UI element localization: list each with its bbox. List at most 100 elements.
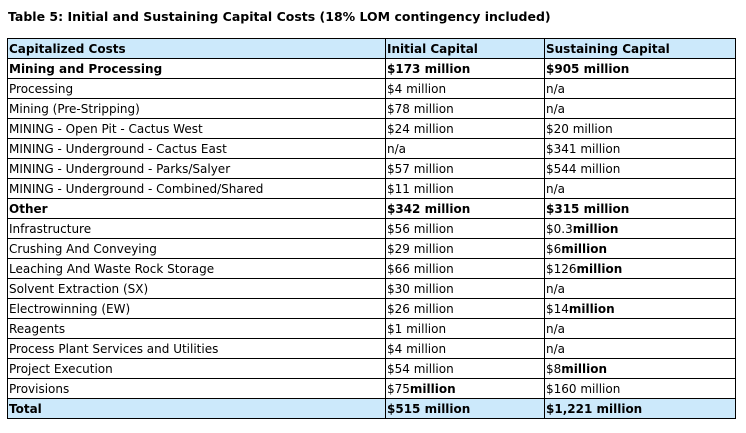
sustaining-capital-cell: n/a: [544, 178, 736, 199]
initial-value: $342 million: [387, 201, 471, 216]
initial-capital-cell: $57 million: [385, 158, 545, 179]
initial-capital-cell: $342 million: [385, 198, 545, 219]
sustaining-capital-cell: n/a: [544, 78, 736, 99]
table-row: MINING - Open Pit - Cactus West $24 milli…: [7, 118, 736, 139]
sustaining-value: $6: [546, 241, 562, 256]
initial-capital-cell: $78 million: [385, 98, 545, 119]
initial-value: $78 million: [387, 101, 454, 116]
cost-label: MINING - Underground - Parks/Salyer: [7, 158, 386, 179]
capital-costs-table: Capitalized Costs Initial Capital Sustai…: [7, 38, 736, 419]
cost-label: Solvent Extraction (SX): [7, 278, 386, 299]
table-row: Mining (Pre-Stripping) $78 million n/a: [7, 98, 736, 119]
sustaining-value: n/a: [546, 101, 566, 116]
table-row: Reagents $1 million n/a: [7, 318, 736, 339]
cost-label: Leaching And Waste Rock Storage: [7, 258, 386, 279]
category-row: Mining and Processing $173 million $905 mi…: [7, 58, 736, 79]
initial-capital-cell: $26 million: [385, 298, 545, 319]
initial-value: $56 million: [387, 221, 454, 236]
cost-label: MINING - Underground - Combined/Shared: [7, 178, 386, 199]
initial-value: $30 million: [387, 281, 454, 296]
cost-label: Process Plant Services and Utilities: [7, 338, 386, 359]
sustaining-value: n/a: [546, 321, 566, 336]
sustaining-value: $544 million: [546, 161, 621, 176]
initial-value: $57 million: [387, 161, 454, 176]
cost-label: MINING - Underground - Cactus East: [7, 138, 386, 159]
cost-label: Electrowinning (EW): [7, 298, 386, 319]
sustaining-capital-cell: n/a: [544, 318, 736, 339]
sustaining-unit-bold: million: [568, 301, 615, 316]
sustaining-capital-cell: $160 million: [544, 378, 736, 399]
sustaining-value: $1,221 million: [546, 401, 643, 416]
initial-capital-cell: $66 million: [385, 258, 545, 279]
initial-value: $54 million: [387, 361, 454, 376]
sustaining-capital-cell: $1,221 million: [544, 398, 736, 419]
cost-label: Other: [7, 198, 386, 219]
cost-label: Mining (Pre-Stripping): [7, 98, 386, 119]
initial-capital-cell: $173 million: [385, 58, 545, 79]
initial-capital-cell: $4 million: [385, 78, 545, 99]
sustaining-unit-bold: million: [561, 241, 608, 256]
cost-label: MINING - Open Pit - Cactus West: [7, 118, 386, 139]
initial-capital-cell: $54 million: [385, 358, 545, 379]
sustaining-unit-bold: million: [576, 261, 623, 276]
initial-value: $24 million: [387, 121, 454, 136]
sustaining-value: n/a: [546, 341, 566, 356]
initial-value: $4 million: [387, 81, 447, 96]
sustaining-value: $315 million: [546, 201, 630, 216]
initial-value: $11 million: [387, 181, 454, 196]
sustaining-capital-cell: $6million: [544, 238, 736, 259]
initial-capital-cell: n/a: [385, 138, 545, 159]
initial-value: $66 million: [387, 261, 454, 276]
sustaining-capital-cell: n/a: [544, 278, 736, 299]
total-row: Total $515 million $1,221 million: [7, 398, 736, 419]
sustaining-capital-cell: $341 million: [544, 138, 736, 159]
initial-value: $173 million: [387, 61, 471, 76]
initial-value: $75: [387, 381, 410, 396]
initial-capital-cell: $11 million: [385, 178, 545, 199]
initial-capital-cell: $56 million: [385, 218, 545, 239]
initial-value: n/a: [387, 141, 407, 156]
initial-capital-cell: $30 million: [385, 278, 545, 299]
table-row: Processing $4 million n/a: [7, 78, 736, 99]
sustaining-value: $14: [546, 301, 569, 316]
column-header: Capitalized Costs: [7, 38, 386, 59]
table-row: Process Plant Services and Utilities $4 m…: [7, 338, 736, 359]
cost-label: Infrastructure: [7, 218, 386, 239]
cost-label: Provisions: [7, 378, 386, 399]
cost-label: Total: [7, 398, 386, 419]
table-row: MINING - Underground - Cactus East n/a $34…: [7, 138, 736, 159]
cost-label: Processing: [7, 78, 386, 99]
initial-capital-cell: $24 million: [385, 118, 545, 139]
table-row: Crushing And Conveying $29 million $6milli…: [7, 238, 736, 259]
table-row: Solvent Extraction (SX) $30 million n/a: [7, 278, 736, 299]
initial-capital-cell: $1 million: [385, 318, 545, 339]
column-header: Sustaining Capital: [544, 38, 736, 59]
sustaining-value: $160 million: [546, 381, 621, 396]
cost-label: Crushing And Conveying: [7, 238, 386, 259]
initial-capital-cell: $515 million: [385, 398, 545, 419]
sustaining-value: $905 million: [546, 61, 630, 76]
sustaining-unit-bold: million: [561, 361, 608, 376]
initial-unit-bold: million: [409, 381, 456, 396]
sustaining-capital-cell: $126million: [544, 258, 736, 279]
sustaining-capital-cell: $544 million: [544, 158, 736, 179]
cost-label: Mining and Processing: [7, 58, 386, 79]
initial-value: $29 million: [387, 241, 454, 256]
table-title: Table 5: Initial and Sustaining Capital …: [8, 9, 551, 24]
sustaining-capital-cell: $0.3million: [544, 218, 736, 239]
initial-value: $26 million: [387, 301, 454, 316]
sustaining-value: n/a: [546, 281, 566, 296]
sustaining-value: $20 million: [546, 121, 613, 136]
table-row: Electrowinning (EW) $26 million $14million: [7, 298, 736, 319]
initial-value: $515 million: [387, 401, 471, 416]
table-row: Leaching And Waste Rock Storage $66 milli…: [7, 258, 736, 279]
sustaining-value: $0.3: [546, 221, 573, 236]
cost-label: Project Execution: [7, 358, 386, 379]
initial-value: $4 million: [387, 341, 447, 356]
table-row: MINING - Underground - Combined/Shared $1…: [7, 178, 736, 199]
sustaining-value: n/a: [546, 81, 566, 96]
table-row: Provisions $75million $160 million: [7, 378, 736, 399]
sustaining-value: n/a: [546, 181, 566, 196]
sustaining-capital-cell: n/a: [544, 98, 736, 119]
category-row: Other $342 million $315 million: [7, 198, 736, 219]
